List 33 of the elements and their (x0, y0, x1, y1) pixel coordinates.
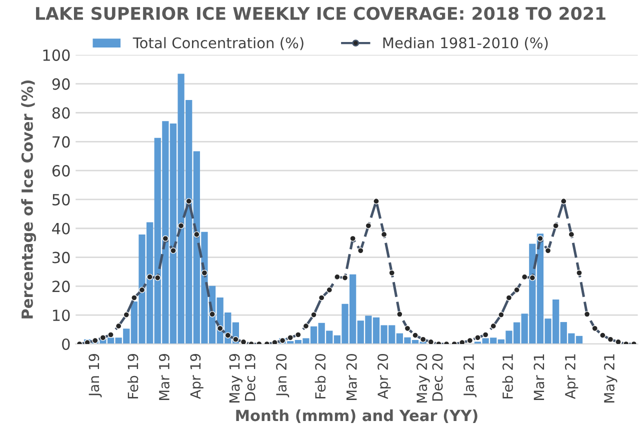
x-tick-label: Feb 21 (502, 354, 513, 398)
x-tick-label: Jan 19 (88, 354, 102, 398)
y-tick-label: 0 (62, 338, 70, 350)
x-tick-label: Dec 20 (432, 354, 443, 401)
y-tick-label: 60 (52, 165, 70, 177)
chart-title: LAKE SUPERIOR ICE WEEKLY ICE COVERAGE: 2018 TO 2021 (36, 6, 606, 20)
x-tick-label: Feb 19 (127, 354, 138, 398)
x-tick-label: Mar 21 (534, 354, 544, 400)
x-tick-label: Apr 20 (378, 354, 391, 400)
y-tick-label: 70 (52, 136, 70, 148)
x-tick-label: May 21 (604, 354, 618, 402)
y-axis-title: Percentage of Ice Cover (%) (21, 80, 36, 318)
y-tick-label: 20 (52, 280, 70, 292)
y-tick-label: 90 (52, 78, 70, 90)
x-tick-label: May 19 (229, 354, 242, 402)
x-tick-label: Dec 19 (244, 354, 256, 401)
x-tick-label: Apr 19 (190, 354, 204, 400)
x-tick-label: Apr 21 (564, 354, 578, 400)
y-tick-label: 100 (43, 49, 70, 61)
x-tick-label: Feb 20 (314, 354, 326, 398)
legend-label: Total Concentration (%) (132, 37, 304, 50)
legend-label: Median 1981-2010 (%) (383, 37, 548, 50)
y-tick-label: 40 (52, 222, 70, 234)
x-tick-label: Mar 20 (346, 354, 357, 400)
x-tick-label: Jan 21 (463, 354, 477, 398)
x-tick-label: Jan 20 (276, 354, 290, 398)
x-tick-label: Mar 19 (158, 354, 170, 400)
x-tick-label: May 20 (416, 354, 430, 402)
y-tick-label: 30 (52, 252, 70, 264)
y-tick-label: 10 (53, 310, 70, 322)
x-axis-title: Month (mmm) and Year (YY) (236, 409, 478, 424)
y-tick-label: 80 (52, 107, 70, 119)
y-tick-label: 50 (52, 194, 70, 206)
